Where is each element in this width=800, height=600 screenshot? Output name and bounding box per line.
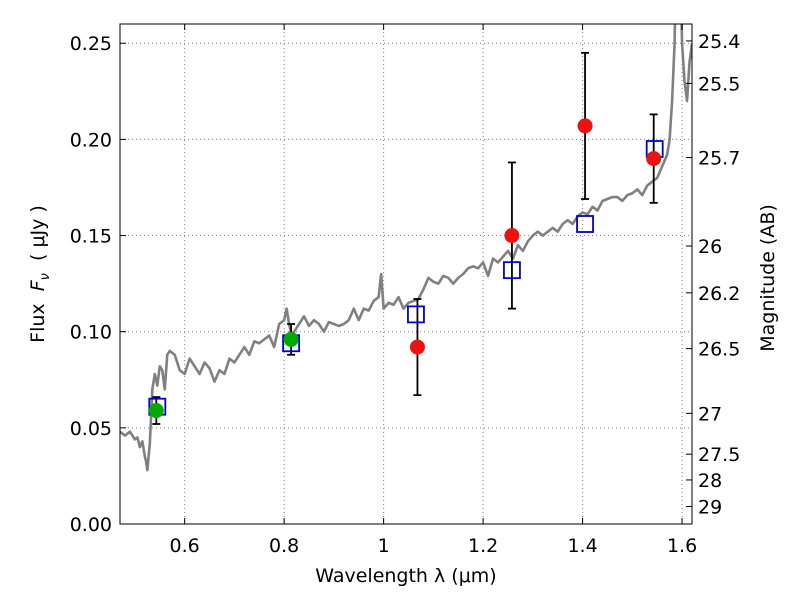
x-axis-title: Wavelength λ (μm): [315, 565, 496, 587]
observed-nir-point: [409, 339, 425, 355]
y-tick-label: 0.20: [70, 129, 112, 151]
y-axis-title: Flux Fν ( μJy ): [27, 205, 53, 343]
y2-tick-label: 25.7: [698, 148, 740, 170]
model-photometry-square: [503, 261, 521, 280]
y-axis-title-subscript: ν: [38, 273, 53, 280]
observed-nir-point: [646, 151, 662, 167]
x-tick-label: 1.2: [468, 535, 498, 557]
y2-tick-label: 28: [698, 470, 722, 492]
y2-tick-label: 26.5: [698, 339, 740, 361]
plot-frame: [119, 23, 693, 525]
y-axis-title-unit: ( μJy ): [27, 205, 49, 273]
model-spectrum-line: [120, 24, 692, 472]
y2-tick-label: 25.5: [698, 73, 740, 95]
model-photometry-square: [407, 305, 425, 324]
y2-tick-label: 26.2: [698, 283, 740, 305]
y2-tick-label: 26: [698, 236, 722, 258]
y2-tick-label: 29: [698, 496, 722, 518]
axis-ticks: 0.6 0.8 1 1.2 1.4 1.6 0.00 0.05 0.10 0.15 0.20 0.25…: [70, 24, 740, 557]
y2-tick-label: 27.5: [698, 444, 740, 466]
x-tick-label: 0.6: [170, 535, 200, 557]
y-tick-label: 0.00: [70, 514, 112, 536]
plot-area: [120, 24, 692, 472]
y2-tick-label: 27: [698, 403, 722, 425]
y-tick-label: 0.25: [70, 33, 112, 55]
y2-axis-title: Magnitude (AB): [757, 204, 779, 352]
x-tick-label: 1: [378, 535, 390, 557]
y-tick-label: 0.05: [70, 418, 112, 440]
y-tick-label: 0.10: [70, 322, 112, 344]
observed-nir-point: [577, 118, 593, 134]
observed-optical-point: [148, 403, 164, 419]
y-tick-label: 0.15: [70, 226, 112, 248]
model-photometry-square: [576, 215, 594, 233]
observed-nir-point: [504, 228, 520, 244]
observed-optical-point: [283, 331, 299, 347]
x-tick-label: 1.4: [567, 535, 597, 557]
y-axis-title-prefix: Flux: [27, 291, 49, 343]
x-tick-label: 1.6: [667, 535, 697, 557]
y2-tick-label: 25.4: [698, 31, 740, 53]
x-tick-label: 0.8: [269, 535, 299, 557]
grid-lines: [120, 24, 692, 525]
y-axis-title-symbol: F: [27, 279, 49, 291]
